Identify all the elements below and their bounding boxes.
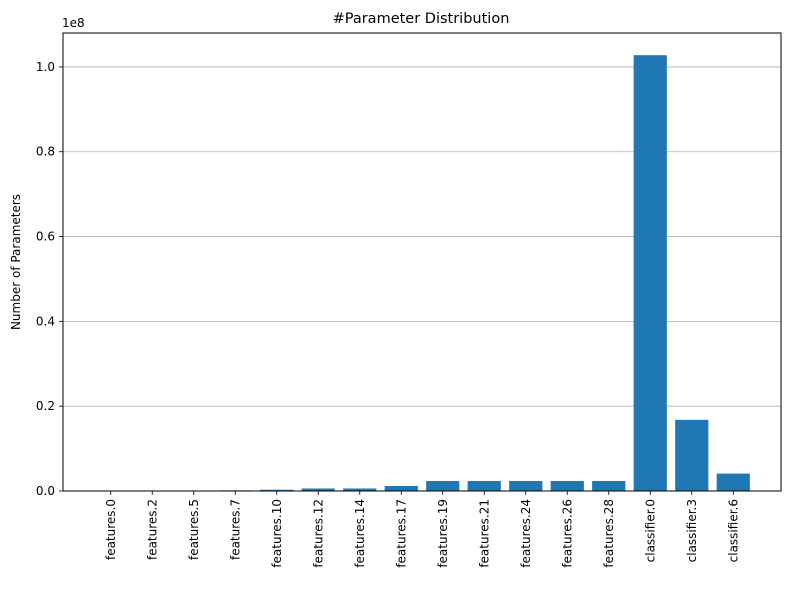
x-tick-label: features.7 (228, 499, 242, 560)
x-tick-label: classifier.0 (643, 499, 657, 562)
y-axis-ticks: 0.0 0.2 0.4 0.6 0.8 1.0 (36, 60, 63, 498)
bars (94, 55, 750, 492)
chart-title: #Parameter Distribution (333, 11, 510, 27)
gridlines (63, 66, 781, 407)
y-tick-label: 0.0 (36, 484, 55, 498)
x-tick-label: features.21 (477, 499, 491, 568)
y-tick-label: 1.0 (36, 60, 55, 74)
y-tick-label: 0.8 (36, 145, 55, 159)
bar-classifier.0 (633, 55, 667, 492)
bar-features.24 (509, 480, 543, 491)
bar-features.19 (426, 480, 460, 491)
x-tick-label: features.19 (436, 499, 450, 568)
y-axis-label: Number of Parameters (9, 194, 23, 330)
x-tick-label: features.10 (270, 499, 284, 568)
x-tick-label: features.2 (145, 499, 159, 560)
x-axis-ticks: features.0 features.2 features.5 features.7… (104, 491, 740, 568)
x-tick-label: features.12 (311, 499, 325, 568)
bar-classifier.3 (675, 419, 709, 491)
x-tick-label: features.0 (104, 499, 118, 560)
x-tick-label: classifier.6 (726, 499, 740, 562)
bar-features.21 (467, 480, 501, 491)
plot-frame (62, 32, 782, 492)
bar-features.28 (592, 480, 626, 491)
bar-classifier.6 (716, 473, 750, 491)
y-tick-label: 0.2 (36, 399, 55, 413)
bar-features.10 (260, 489, 294, 491)
x-tick-label: features.17 (394, 499, 408, 568)
bar-features.14 (343, 488, 377, 491)
x-tick-label: features.14 (353, 499, 367, 568)
y-offset-label: 1e8 (62, 16, 85, 30)
x-tick-label: features.26 (560, 499, 574, 568)
y-tick-label: 0.6 (36, 230, 55, 244)
x-tick-label: classifier.3 (685, 499, 699, 562)
x-tick-label: features.28 (602, 499, 616, 568)
bar-features.26 (550, 480, 584, 491)
x-tick-label: features.5 (187, 499, 201, 560)
y-tick-label: 0.4 (36, 314, 55, 328)
bar-features.17 (384, 485, 418, 491)
bar-features.12 (301, 488, 335, 491)
x-tick-label: features.24 (519, 499, 533, 568)
